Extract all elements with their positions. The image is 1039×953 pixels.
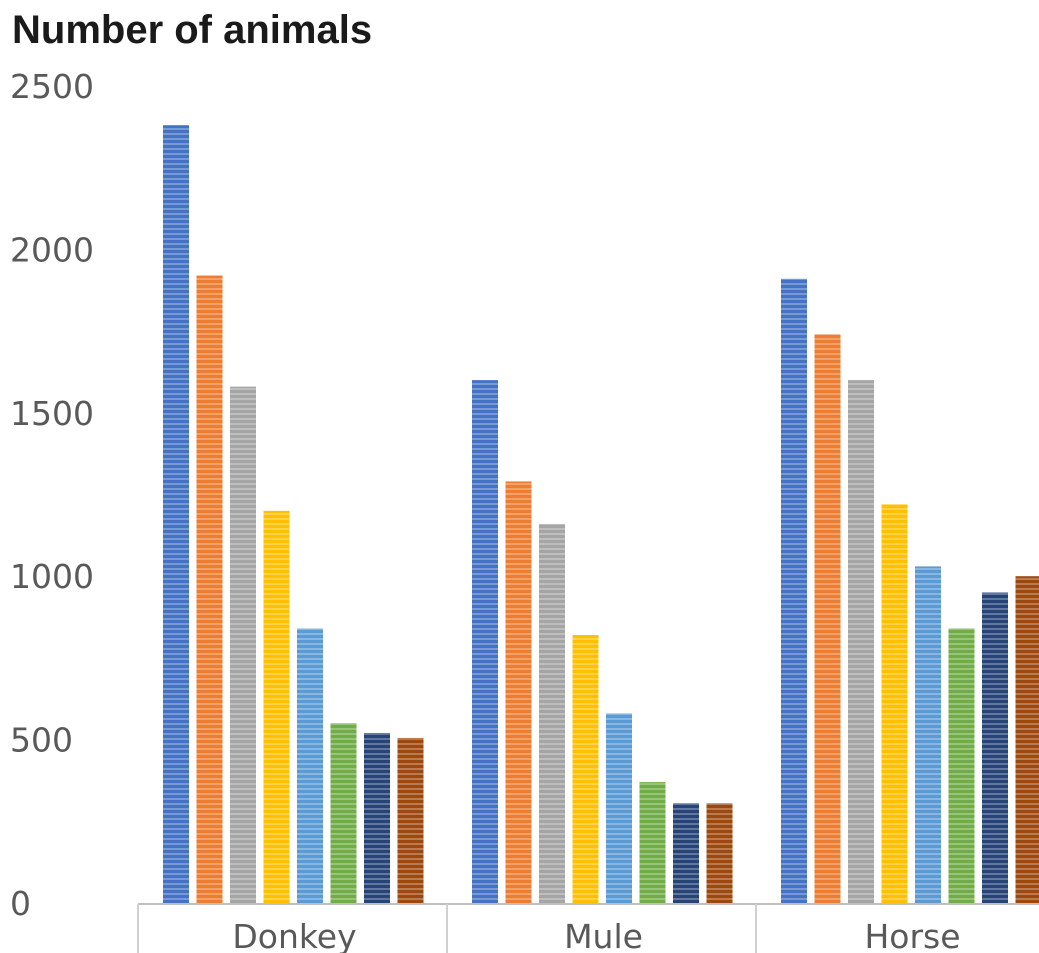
x-axis: Donkey Mule Horse bbox=[137, 903, 1039, 953]
bar-texture bbox=[781, 278, 807, 903]
y-tick-label: 2500 bbox=[10, 67, 94, 106]
bar-texture bbox=[397, 737, 424, 903]
bar-texture bbox=[297, 628, 323, 903]
bar-texture bbox=[881, 504, 908, 903]
y-tick-label: 2000 bbox=[10, 230, 94, 269]
bar-texture bbox=[539, 523, 565, 903]
y-tick-label: 500 bbox=[10, 721, 73, 760]
bar-texture bbox=[330, 723, 357, 903]
bars bbox=[163, 125, 1039, 903]
bar-texture bbox=[472, 380, 498, 903]
bar-texture bbox=[263, 510, 290, 903]
bar-texture bbox=[196, 275, 223, 903]
bar-texture bbox=[639, 782, 666, 903]
y-axis: 0 500 1000 1500 2000 2500 bbox=[10, 67, 94, 923]
x-tick-label: Donkey bbox=[232, 917, 356, 953]
bar-texture bbox=[364, 733, 390, 903]
bar-texture bbox=[572, 635, 599, 903]
bar-texture bbox=[948, 628, 975, 903]
bar-texture bbox=[606, 713, 632, 903]
y-tick-label: 1000 bbox=[10, 557, 94, 596]
chart-title: Number of animals bbox=[12, 8, 373, 52]
bar-texture bbox=[915, 566, 941, 903]
bar-texture bbox=[163, 125, 189, 903]
bar-texture bbox=[706, 803, 733, 903]
bar-texture bbox=[505, 481, 532, 903]
x-tick-label: Mule bbox=[564, 917, 643, 953]
bar-texture bbox=[1015, 576, 1039, 903]
x-tick-label: Horse bbox=[864, 917, 960, 953]
bar-texture bbox=[982, 592, 1008, 903]
bar-texture bbox=[673, 803, 699, 903]
bar-texture bbox=[848, 380, 874, 903]
bar-texture bbox=[230, 386, 256, 903]
bar-texture bbox=[814, 334, 841, 903]
y-tick-label: 1500 bbox=[10, 394, 94, 433]
y-tick-label: 0 bbox=[10, 884, 31, 923]
